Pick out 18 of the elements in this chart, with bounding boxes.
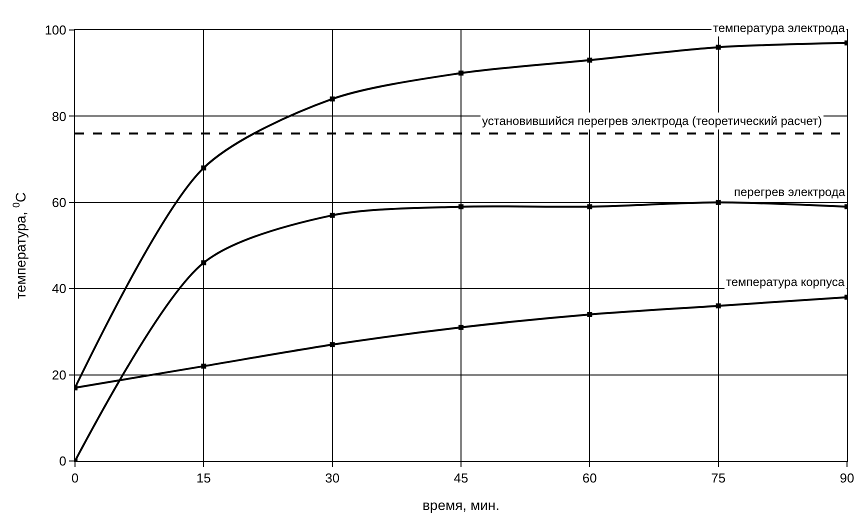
x-axis-title: время, мин. (422, 496, 500, 513)
x-tick-label: 15 (196, 470, 211, 486)
x-tick-label: 0 (71, 470, 79, 486)
x-tick-label: 45 (454, 470, 468, 486)
series-label: температура корпуса (726, 275, 845, 289)
x-tick-label: 30 (325, 470, 340, 486)
ref-line-label: установившийся перегрев электрода (теоретический расчет) (482, 114, 822, 128)
x-tick-label: 75 (711, 470, 726, 486)
y-tick-label: 20 (52, 367, 66, 382)
x-tick-label: 60 (582, 470, 597, 486)
series-label: перегрев электрода (734, 185, 846, 199)
y-tick-label: 80 (52, 108, 66, 124)
y-tick-label: 100 (44, 22, 66, 38)
y-tick-label: 40 (52, 281, 66, 296)
y-tick-label: 0 (59, 454, 66, 469)
y-tick-label: 60 (52, 194, 66, 210)
x-tick-label: 90 (840, 470, 854, 486)
series-label: температура электрода (713, 21, 846, 35)
